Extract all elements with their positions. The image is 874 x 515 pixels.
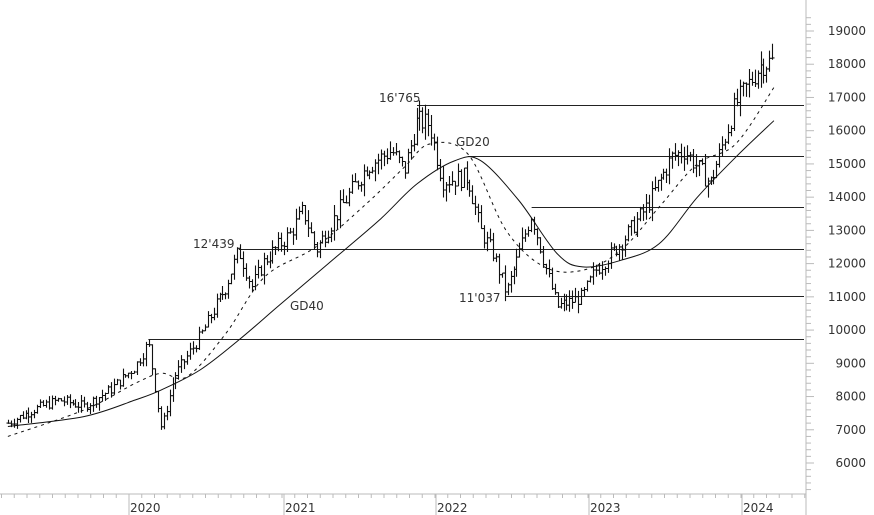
- y-axis: 6000 7000 8000 9000 10000 11000 12000 13000 1400…: [805, 0, 866, 515]
- y-tick-label: 10000: [828, 323, 866, 337]
- annotation-label: 12'439: [193, 237, 234, 251]
- y-tick-label: 6000: [835, 456, 866, 470]
- y-tick-label: 19000: [828, 24, 866, 38]
- moving-averages: [7, 87, 775, 437]
- y-tick-label: 12000: [828, 257, 866, 271]
- ohlc-bars: [6, 43, 775, 430]
- gd40-line: [7, 120, 775, 427]
- support-resistance-lines: [148, 105, 804, 340]
- x-tick-label: 2020: [130, 501, 161, 515]
- annotation-label: GD40: [290, 299, 324, 313]
- y-tick-label: 7000: [835, 423, 866, 437]
- annotation-label: 16'765: [379, 91, 420, 105]
- y-tick-label: 16000: [828, 124, 866, 138]
- y-tick-label: 11000: [828, 290, 866, 304]
- y-tick-label: 15000: [828, 157, 866, 171]
- x-tick-label: 2021: [285, 501, 316, 515]
- y-tick-label: 13000: [828, 223, 866, 237]
- y-tick-label: 18000: [828, 57, 866, 71]
- x-tick-label: 2023: [590, 501, 621, 515]
- annotation-label: GD20: [456, 135, 490, 149]
- annotations: 16'765 12'439 11'037 GD20 GD40: [193, 91, 500, 313]
- gd20-line: [7, 87, 775, 437]
- y-tick-label: 9000: [835, 356, 866, 370]
- x-tick-label: 2022: [437, 501, 468, 515]
- annotation-label: 11'037: [459, 291, 500, 305]
- y-tick-label: 8000: [835, 390, 866, 404]
- x-axis: 2020 2021 2022 2023 2024: [0, 493, 806, 515]
- y-tick-label: 14000: [828, 190, 866, 204]
- y-tick-label: 17000: [828, 90, 866, 104]
- x-tick-label: 2024: [743, 501, 774, 515]
- price-bars: [6, 43, 775, 430]
